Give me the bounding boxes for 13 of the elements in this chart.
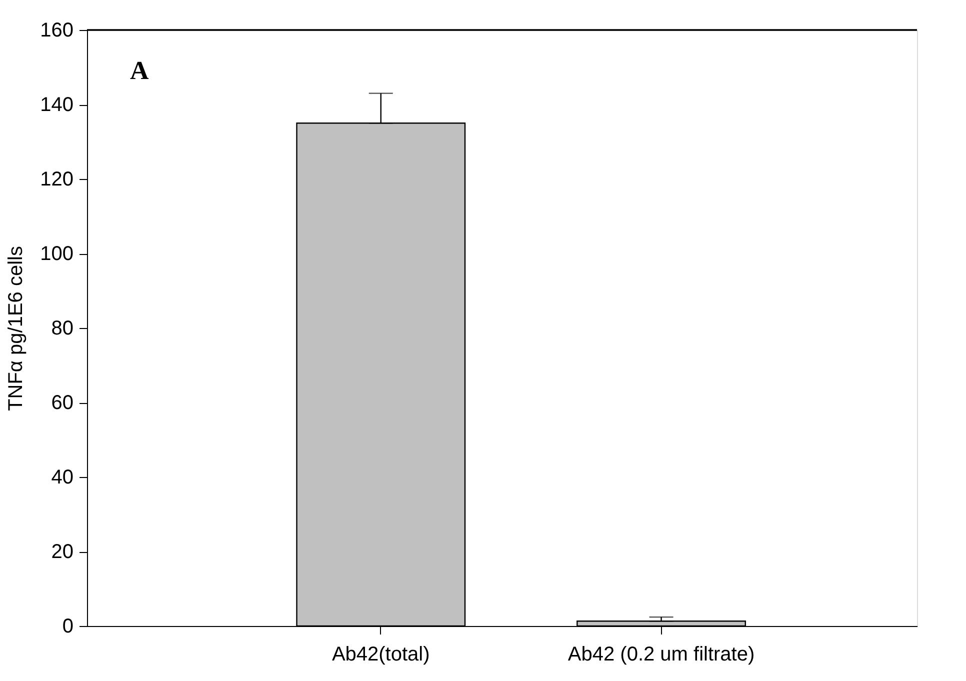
y-tick-label: 40 <box>51 466 74 488</box>
y-tick-label: 120 <box>40 168 74 190</box>
y-axis-title: TNFα pg/1E6 cells <box>5 246 28 411</box>
y-tick-label: 0 <box>62 616 74 638</box>
x-tick-label: Ab42(total) <box>332 644 430 666</box>
y-tick-label: 80 <box>51 318 74 340</box>
y-tick-label: 160 <box>40 20 74 42</box>
annotation: A <box>130 56 149 85</box>
y-tick-label: 140 <box>40 94 74 116</box>
y-tick-label: 100 <box>40 243 74 265</box>
y-tick-label: 60 <box>51 392 74 414</box>
y-tick-label: 20 <box>51 541 74 563</box>
x-tick-label: Ab42 (0.2 um filtrate) <box>568 644 755 666</box>
